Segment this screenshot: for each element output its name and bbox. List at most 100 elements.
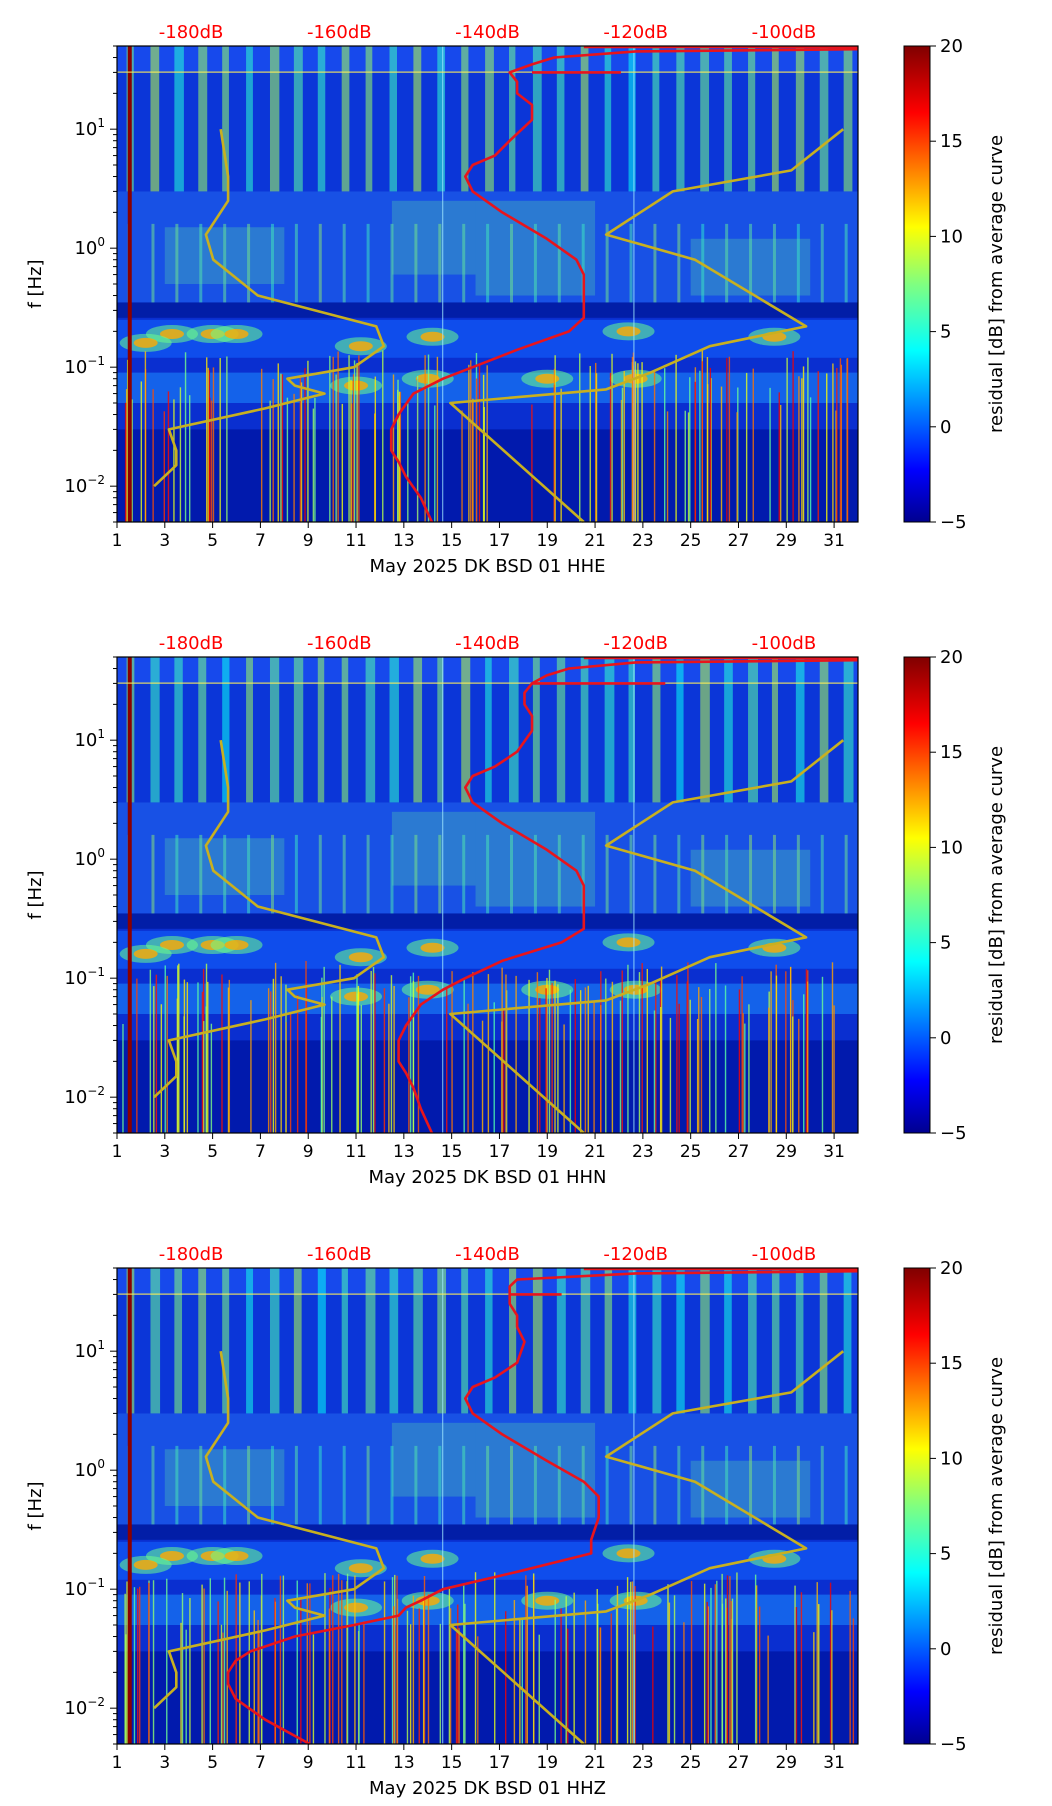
transient-spike (816, 1582, 818, 1744)
transient-spike (282, 1575, 285, 1744)
colorbar-label: residual [dB] from average curve (986, 1357, 1007, 1655)
day-stripe (246, 657, 253, 803)
day-stripe (557, 834, 561, 914)
transient-spike (744, 1023, 746, 1133)
microseism-core (344, 1602, 369, 1613)
x-tick-label: 1 (112, 1142, 123, 1162)
high-noise-model-line (449, 739, 845, 1134)
transient-spike (831, 1610, 833, 1744)
transient-spike (293, 393, 295, 522)
transient-spike (609, 372, 612, 522)
x-tick-label: 21 (584, 531, 606, 551)
day-stripe (677, 834, 681, 914)
transient-spike (813, 1632, 815, 1744)
day-stripe (581, 834, 585, 914)
transient-spike (839, 358, 842, 522)
day-stripe (341, 46, 350, 192)
transient-spike (634, 1586, 636, 1744)
day-stripe (532, 657, 540, 803)
day-stripe (510, 223, 514, 303)
day-stripe (509, 46, 516, 192)
spectrogram-patch (164, 838, 285, 895)
transient-spike (539, 998, 541, 1133)
transient-spike (201, 991, 204, 1133)
transient-spike (270, 991, 272, 1133)
y-tick-label: 100 (74, 846, 105, 870)
spectrogram-band (117, 1651, 858, 1744)
transient-spike (595, 373, 598, 522)
day-stripe (198, 1268, 207, 1414)
microseism-core (159, 329, 184, 340)
x-tick-label: 17 (489, 531, 511, 551)
transient-spike (360, 1004, 362, 1133)
x-tick-label: 9 (303, 1142, 314, 1162)
day-stripe (414, 223, 418, 303)
transient-spike (197, 982, 199, 1133)
transient-spike (398, 391, 401, 522)
transient-spike (323, 966, 325, 1133)
transient-spike (477, 1636, 479, 1744)
transient-spike (803, 994, 805, 1133)
transient-spike (152, 389, 154, 522)
transient-spike (289, 1012, 292, 1133)
spectrogram-patch (391, 1422, 476, 1497)
transient-spike (312, 1634, 315, 1744)
transient-spike (446, 989, 448, 1133)
transient-spike (280, 373, 282, 522)
y-tick-label: 10−2 (64, 1695, 105, 1719)
transient-spike (730, 1601, 733, 1744)
day-stripe (486, 1445, 490, 1525)
transient-spike (210, 400, 213, 522)
day-stripe (223, 1445, 227, 1525)
y-tick-label: 101 (74, 1338, 105, 1362)
transient-spike (655, 982, 657, 1133)
transient-spike (852, 1618, 855, 1744)
transient-spike (253, 1610, 255, 1744)
transient-spike (714, 1584, 717, 1744)
day-stripe (844, 834, 848, 914)
day-stripe (724, 46, 732, 192)
day-stripe (222, 657, 230, 803)
spectral-line (117, 682, 858, 684)
colorbar-tick-label: 0 (940, 417, 951, 438)
transient-spike (786, 357, 788, 522)
day-stripe (628, 46, 636, 192)
transient-spike (802, 366, 805, 522)
day-stripe (199, 1445, 203, 1525)
microseism-core (535, 373, 560, 384)
day-stripe (820, 834, 824, 914)
transient-spike (652, 1626, 654, 1744)
db-scale-label: -120dB (603, 22, 668, 43)
transient-spike (461, 410, 463, 522)
transient-spike (363, 1621, 365, 1744)
transient-spike (351, 403, 353, 522)
transient-spike (166, 975, 168, 1133)
day-stripe (533, 834, 537, 914)
transient-spike (483, 407, 485, 522)
transient-spike (789, 966, 792, 1133)
day-stripe (486, 834, 490, 914)
transient-spike (358, 355, 360, 522)
x-tick-label: 31 (823, 1753, 845, 1773)
transient-spike (274, 962, 277, 1133)
day-stripe (653, 1445, 657, 1525)
transient-spike (422, 1598, 425, 1744)
x-tick-label: 25 (680, 531, 702, 551)
transient-spike (296, 1580, 298, 1744)
day-stripe (556, 1268, 566, 1414)
transient-spike (409, 1624, 412, 1744)
spectrogram-patch (164, 1449, 285, 1506)
transient-spike (267, 988, 270, 1133)
transient-spike (620, 399, 623, 522)
day-stripe (294, 834, 298, 914)
x-tick-label: 17 (489, 1753, 511, 1773)
transient-spike (627, 964, 629, 1133)
day-stripe (796, 1445, 800, 1525)
transient-spike (328, 1608, 331, 1744)
transient-spike (532, 1573, 535, 1744)
x-tick-label: 29 (775, 531, 797, 551)
transient-spike (611, 981, 614, 1133)
day-stripe (462, 1445, 466, 1525)
transient-spike (353, 360, 356, 522)
